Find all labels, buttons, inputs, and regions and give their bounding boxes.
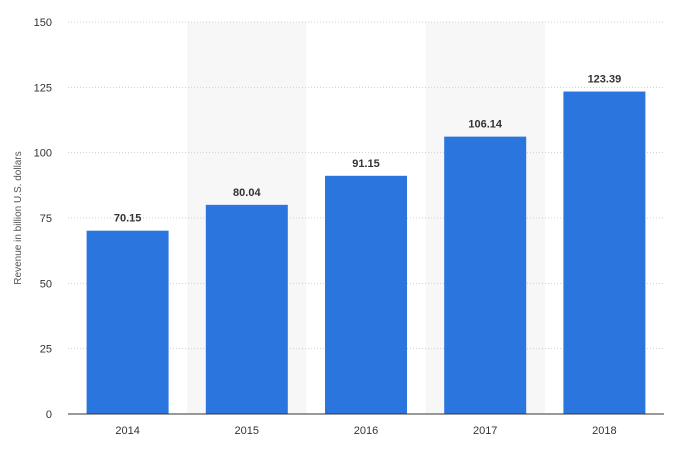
value-label-2018: 123.39 bbox=[588, 74, 622, 86]
y-tick-label: 0 bbox=[46, 409, 52, 421]
value-label-2014: 70.15 bbox=[114, 213, 142, 225]
y-tick-label: 75 bbox=[40, 213, 52, 225]
bar-2014 bbox=[86, 230, 169, 414]
y-axis-title: Revenue in billion U.S. dollars bbox=[13, 151, 24, 284]
y-tick-label: 25 bbox=[40, 344, 52, 356]
x-tick-label: 2015 bbox=[235, 425, 259, 437]
y-tick-label: 50 bbox=[40, 278, 52, 290]
x-tick-label: 2014 bbox=[115, 425, 139, 437]
value-label-2017: 106.14 bbox=[468, 119, 503, 131]
bar-2017 bbox=[444, 136, 527, 415]
y-tick-label: 150 bbox=[34, 17, 52, 29]
bar-2016 bbox=[325, 175, 407, 414]
x-axis-ticks: 2014 2015 2016 2017 2018 bbox=[115, 425, 616, 437]
value-label-2016: 91.15 bbox=[352, 158, 380, 170]
bar-2015 bbox=[205, 204, 288, 414]
value-label-2015: 80.04 bbox=[233, 187, 261, 199]
x-tick-label: 2018 bbox=[592, 425, 616, 437]
x-tick-label: 2017 bbox=[473, 425, 497, 437]
y-tick-label: 100 bbox=[34, 148, 52, 160]
bars bbox=[86, 91, 646, 415]
value-labels: 70.15 80.04 91.15 106.14 123.39 bbox=[114, 74, 621, 225]
bar-2018 bbox=[563, 91, 646, 414]
y-tick-label: 125 bbox=[34, 82, 52, 94]
y-axis-ticks: 0 25 50 75 100 125 150 bbox=[34, 17, 52, 421]
x-tick-label: 2016 bbox=[354, 425, 378, 437]
